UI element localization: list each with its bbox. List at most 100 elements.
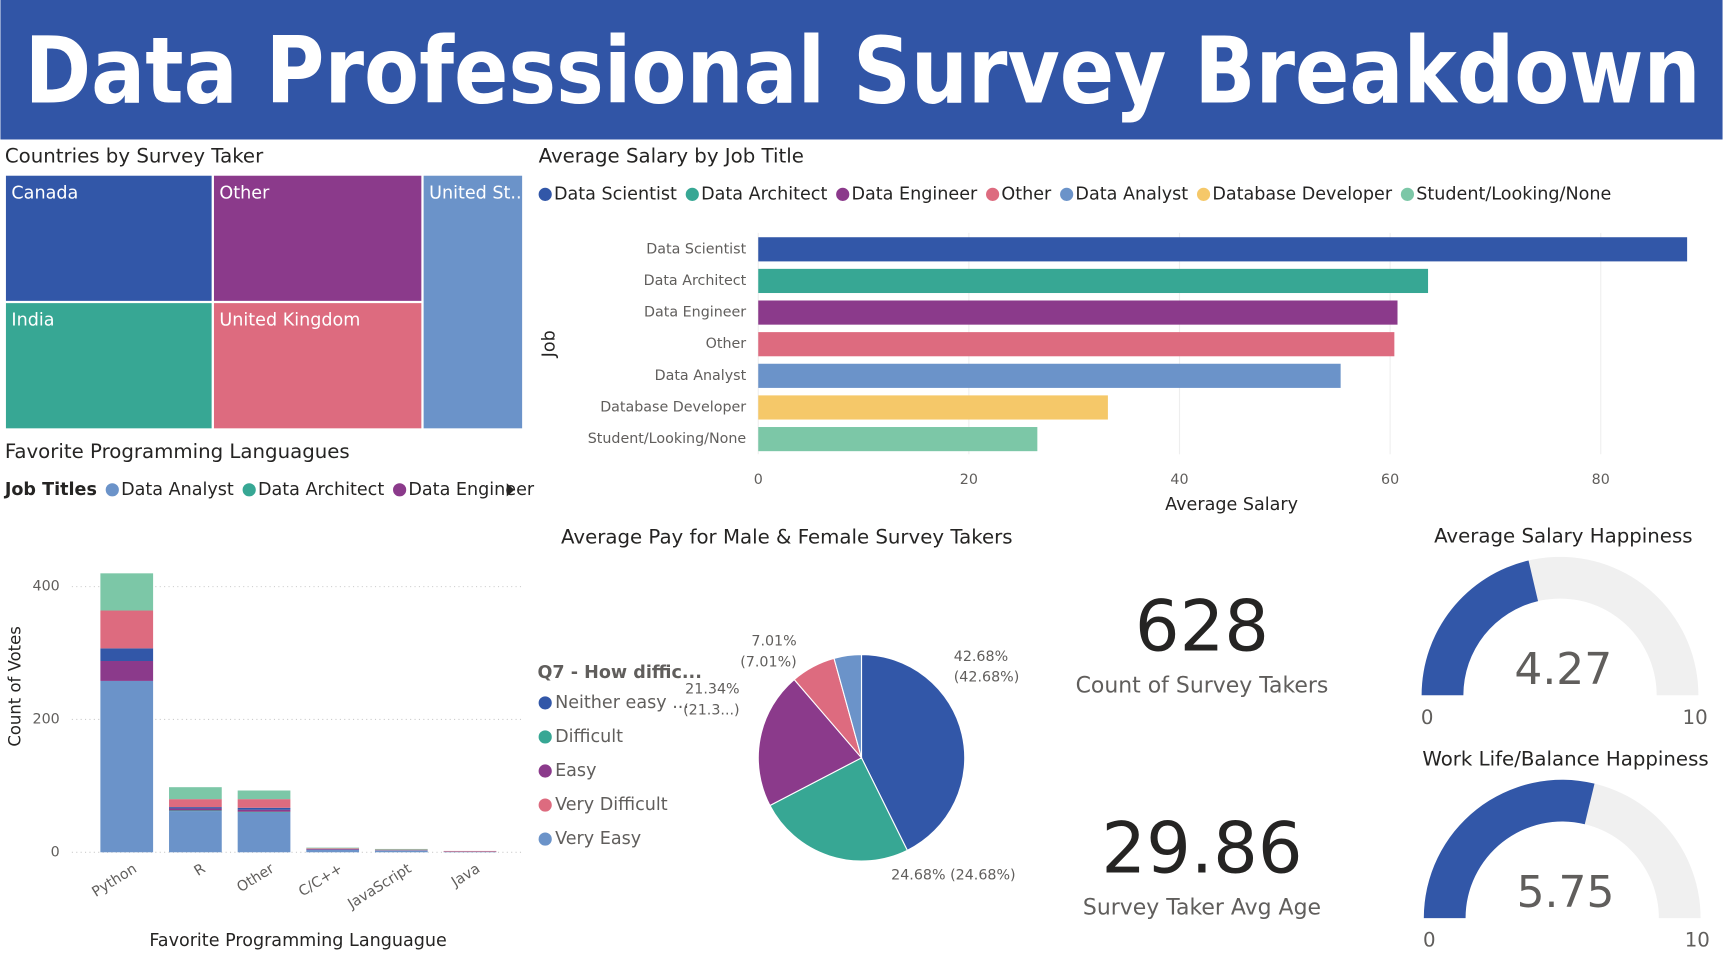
y-axis-label: Count of Votes (5, 626, 24, 746)
bar-segment (306, 849, 360, 853)
legend-label: Student/Looking/None (1416, 184, 1611, 204)
data-label: 42.68% (954, 649, 1008, 665)
legend-scroll-arrow (506, 483, 515, 497)
legend-marker (538, 832, 552, 846)
bar-segment (237, 790, 291, 800)
tile-label: India (11, 311, 54, 331)
data-label: (21.3...) (683, 703, 739, 719)
x-tick-label: Other (234, 861, 277, 896)
chart-title: Average Salary by Job Title (539, 145, 804, 168)
legend-label: Very Difficult (555, 795, 668, 815)
bar-segment (306, 848, 360, 849)
gauge-value-arc (1421, 560, 1539, 696)
gauge-value: 5.75 (1517, 867, 1615, 918)
pie-slice (860, 654, 966, 852)
pie-slice (757, 678, 863, 807)
legend-label: Other (1001, 184, 1052, 204)
bar-segment (100, 610, 154, 649)
legend-marker (538, 730, 552, 744)
treemap-tile (211, 300, 424, 431)
tile-label: Canada (11, 183, 78, 203)
data-label: (42.68%) (954, 670, 1020, 686)
y-tick-label: Student/Looking/None (588, 431, 747, 447)
bar-segment (237, 811, 291, 813)
chart-title: Average Salary Happiness (1434, 525, 1692, 548)
bar (758, 268, 1429, 294)
y-tick-label: 200 (33, 711, 60, 727)
chart-title: Countries by Survey Taker (5, 145, 264, 168)
data-label: 21.34% (685, 682, 739, 698)
gauge-value-arc (1423, 779, 1595, 919)
legend-label: Data Engineer (408, 480, 535, 500)
bar-segment (306, 848, 360, 850)
legend-title: Job Titles (4, 480, 97, 500)
legend-label: Difficult (555, 727, 623, 747)
legend-label: Data Engineer (852, 184, 979, 204)
x-tick-label: JavaScript (344, 861, 414, 913)
y-tick-label: Data Analyst (655, 368, 747, 384)
legend-marker (538, 764, 552, 778)
y-tick-label: 400 (33, 579, 60, 595)
gauge-value: 4.27 (1514, 644, 1612, 695)
legend-label: Database Developer (1212, 184, 1392, 204)
x-tick-label: Java (448, 861, 483, 891)
card-value: 628 (1135, 586, 1269, 668)
y-tick-label: Data Scientist (646, 241, 746, 257)
x-tick-label: C/C++ (296, 861, 346, 900)
x-tick-label: 40 (1170, 472, 1188, 488)
chart-title: Work Life/Balance Happiness (1422, 748, 1708, 771)
legend-label: Data Analyst (121, 480, 234, 500)
chart-title: Average Pay for Male & Female Survey Tak… (561, 526, 1013, 549)
card-value: 29.86 (1101, 807, 1302, 889)
bar-segment (100, 680, 154, 853)
bar-segment (169, 807, 222, 809)
tile-label: United St... (429, 183, 527, 203)
treemap-tile (211, 173, 424, 304)
treemap-tile (3, 300, 214, 431)
chart-title: Favorite Programming Languagues (5, 440, 350, 463)
gauge-max: 10 (1685, 929, 1710, 952)
data-label: (7.01%) (740, 654, 796, 670)
x-axis-label: Average Salary (1165, 495, 1298, 515)
x-tick-label: 0 (754, 472, 763, 488)
card-label: Count of Survey Takers (1076, 673, 1329, 698)
pie-slice (769, 757, 909, 862)
card-label: Survey Taker Avg Age (1083, 895, 1321, 920)
bar-segment (374, 850, 428, 853)
bar-segment (100, 573, 154, 611)
legend-marker (105, 483, 119, 497)
bar-segment (443, 850, 497, 852)
legend-marker (836, 187, 850, 201)
bar-segment (237, 807, 291, 810)
bar (758, 427, 1038, 452)
y-tick-label: Database Developer (600, 399, 746, 415)
bar (758, 395, 1108, 420)
tile-label: Other (219, 183, 270, 203)
bar-segment (169, 811, 222, 853)
legend-label: Very Easy (555, 829, 641, 849)
legend-label: Data Architect (258, 480, 384, 500)
treemap-tile (421, 173, 525, 431)
legend-label: Data Architect (701, 184, 827, 204)
data-label: 24.68% (24.68%) (891, 867, 1015, 883)
legend-marker (1060, 187, 1074, 201)
legend-title: Q7 - How diffic... (538, 663, 702, 683)
y-tick-label: Other (706, 336, 747, 352)
bar-segment (169, 787, 222, 800)
bar-segment (100, 660, 154, 681)
bar (758, 332, 1395, 357)
y-tick-label: 0 (51, 844, 60, 860)
legend-marker (393, 483, 407, 497)
bar-segment (100, 648, 154, 661)
pie-slice (833, 654, 863, 758)
legend-marker (242, 483, 256, 497)
gauge-max: 10 (1683, 706, 1708, 729)
legend-label: Data Analyst (1075, 184, 1188, 204)
bar-segment (237, 809, 291, 812)
legend-marker (685, 187, 699, 201)
y-tick-label: Data Architect (644, 273, 747, 289)
x-tick-label: R (192, 861, 209, 880)
data-label: 7.01% (751, 633, 796, 649)
tile-label: United Kingdom (219, 311, 360, 331)
